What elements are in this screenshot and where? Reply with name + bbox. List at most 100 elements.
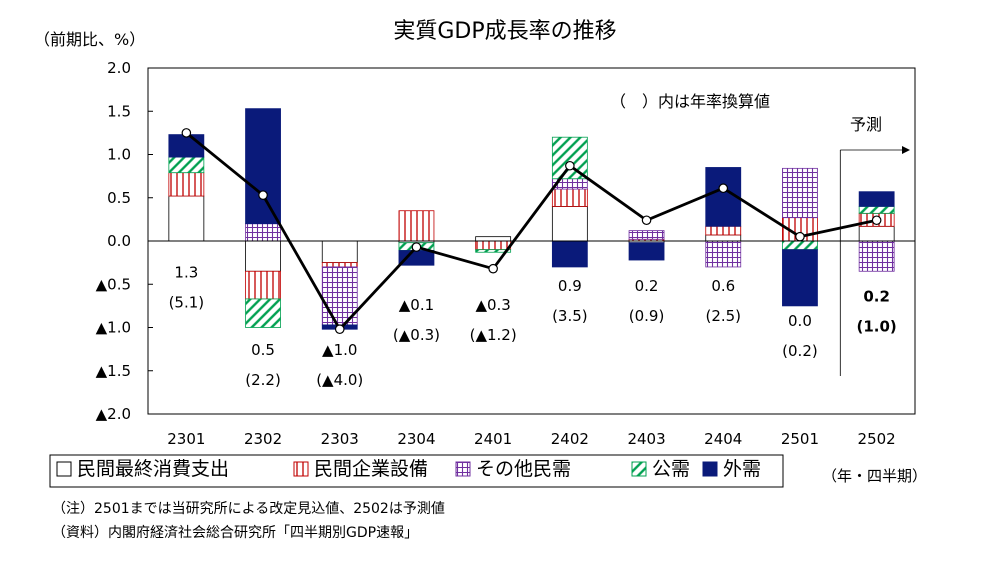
- bar-segment: [398, 210, 435, 242]
- bar-segment: [475, 240, 512, 251]
- x-tick-label: 2404: [704, 430, 742, 448]
- bar-segment: [705, 234, 742, 242]
- y-tick-label: 2.0: [107, 59, 131, 77]
- gdp-total-line: [181, 128, 882, 335]
- bar-segment: [168, 195, 205, 242]
- bar-segment: [168, 134, 205, 158]
- gdp-point: [488, 263, 498, 274]
- note-forecast: （注）2501までは当研究所による改定見込値、2502は予測値: [52, 501, 445, 517]
- x-tick-label: 2303: [321, 430, 359, 448]
- legend-swatch: [56, 461, 72, 477]
- bar-segment: [245, 298, 281, 328]
- gdp-point: [565, 160, 575, 171]
- gdp-point: [871, 215, 882, 226]
- annualized-label: (1.0): [857, 318, 897, 336]
- annualized-label: (▲0.3): [393, 326, 440, 344]
- x-axis-unit-label: （年・四半期）: [822, 467, 927, 485]
- bar-segment: [245, 240, 281, 272]
- bar-segment: [782, 167, 818, 219]
- legend-label: 公需: [652, 458, 690, 480]
- annualized-label: (2.5): [705, 307, 741, 325]
- forecast-label: 予測: [850, 115, 882, 134]
- legend-swatch: [631, 461, 647, 477]
- forecast-marker: 予測: [839, 115, 910, 376]
- gdp-point: [718, 183, 729, 194]
- bar-segment: [245, 108, 281, 225]
- gdp-point: [334, 324, 345, 335]
- y-tick-label: 1.5: [107, 102, 131, 120]
- x-tick-label: 2302: [244, 430, 282, 448]
- gdp-point: [181, 128, 192, 138]
- bar-segment: [705, 225, 742, 236]
- legend-label: 外需: [723, 458, 761, 480]
- data-labels: 1.3 (5.1) 0.5 (2.2) ▲1.0 (▲4.0) ▲0.1 (▲0.3) ▲0.3…: [169, 263, 897, 389]
- bar-segment: [628, 242, 665, 261]
- bar-segment: [551, 136, 588, 180]
- gdp-point: [258, 190, 268, 200]
- bar-segment: [168, 156, 205, 174]
- y-axis-ticks: 2.0 1.5 1.0 0.5 0.0 ▲0.5 ▲1.0 ▲1.5 ▲2.0: [96, 59, 153, 423]
- growth-label: 0.6: [711, 277, 735, 295]
- bar-segment: [551, 205, 588, 242]
- gdp-point: [795, 231, 805, 242]
- bar-segment: [858, 225, 895, 242]
- annualized-label: (▲1.2): [470, 326, 517, 344]
- bar-segment: [782, 240, 818, 251]
- y-tick-label: ▲2.0: [96, 405, 131, 423]
- bar-segment: [858, 191, 895, 207]
- gdp-line-path: [185, 131, 877, 332]
- legend-items: 民間最終消費支出 民間企業設備 その他民需 公需 外需: [56, 458, 761, 480]
- annualized-label: (3.5): [552, 307, 588, 325]
- growth-label: 0.0: [788, 312, 812, 330]
- bar-segment: [551, 240, 588, 268]
- x-tick-label: 2402: [551, 430, 589, 448]
- gdp-point: [641, 215, 652, 226]
- bar-segment: [782, 249, 818, 307]
- x-tick-label: 2401: [474, 430, 512, 448]
- bar-segment: [551, 188, 588, 207]
- bar-segment: [705, 240, 742, 268]
- y-tick-label: ▲0.5: [96, 275, 131, 293]
- x-tick-label: 2501: [781, 430, 819, 448]
- legend-label: 民間最終消費支出: [77, 458, 229, 480]
- legend-label: 民間企業設備: [314, 458, 428, 480]
- bar-segment: [475, 249, 512, 253]
- annualized-label: (2.2): [245, 371, 281, 389]
- bar-segment: [321, 262, 358, 268]
- x-axis-ticks: 2301 2302 2303 2304 2401 2402 2403 2404 2501 2502: [167, 430, 895, 448]
- annualized-label: (0.2): [782, 342, 818, 360]
- legend-swatch: [455, 461, 471, 477]
- legend: 民間最終消費支出 民間企業設備 その他民需 公需 外需: [49, 454, 784, 488]
- bar-segment: [858, 240, 895, 272]
- annualized-label: (0.9): [629, 307, 665, 325]
- x-tick-label: 2304: [397, 430, 435, 448]
- annualized-label: (▲4.0): [316, 371, 363, 389]
- growth-label: ▲0.3: [475, 296, 510, 314]
- bar-segment: [628, 230, 665, 240]
- annual-rate-note: （ ）内は年率換算値: [610, 92, 770, 111]
- growth-label: 0.9: [558, 277, 582, 295]
- growth-label: 0.2: [863, 288, 890, 306]
- legend-frame: [49, 454, 784, 488]
- growth-label: 0.5: [251, 341, 275, 359]
- y-tick-label: 0.5: [107, 189, 131, 207]
- legend-swatch: [702, 461, 718, 477]
- y-tick-label: 1.0: [107, 146, 131, 164]
- growth-label: 1.3: [174, 263, 198, 281]
- y-axis-unit-label: （前期比、%）: [34, 30, 145, 49]
- legend-label: その他民需: [476, 458, 571, 480]
- annualized-label: (5.1): [169, 293, 205, 311]
- x-tick-label: 2502: [858, 430, 896, 448]
- bar-segment: [321, 240, 358, 264]
- bar-segment: [475, 236, 512, 242]
- growth-label: ▲0.1: [399, 296, 434, 314]
- note-source: （資料）内閣府経済社会総合研究所「四半期別GDP速報」: [52, 525, 419, 541]
- forecast-arrow-head: [902, 146, 910, 154]
- chart-title: 実質GDP成長率の推移: [393, 19, 616, 44]
- legend-swatch: [293, 461, 309, 477]
- bar-segment: [245, 223, 281, 242]
- x-tick-label: 2403: [627, 430, 665, 448]
- y-tick-label: 0.0: [107, 232, 131, 250]
- bar-segment: [245, 270, 281, 300]
